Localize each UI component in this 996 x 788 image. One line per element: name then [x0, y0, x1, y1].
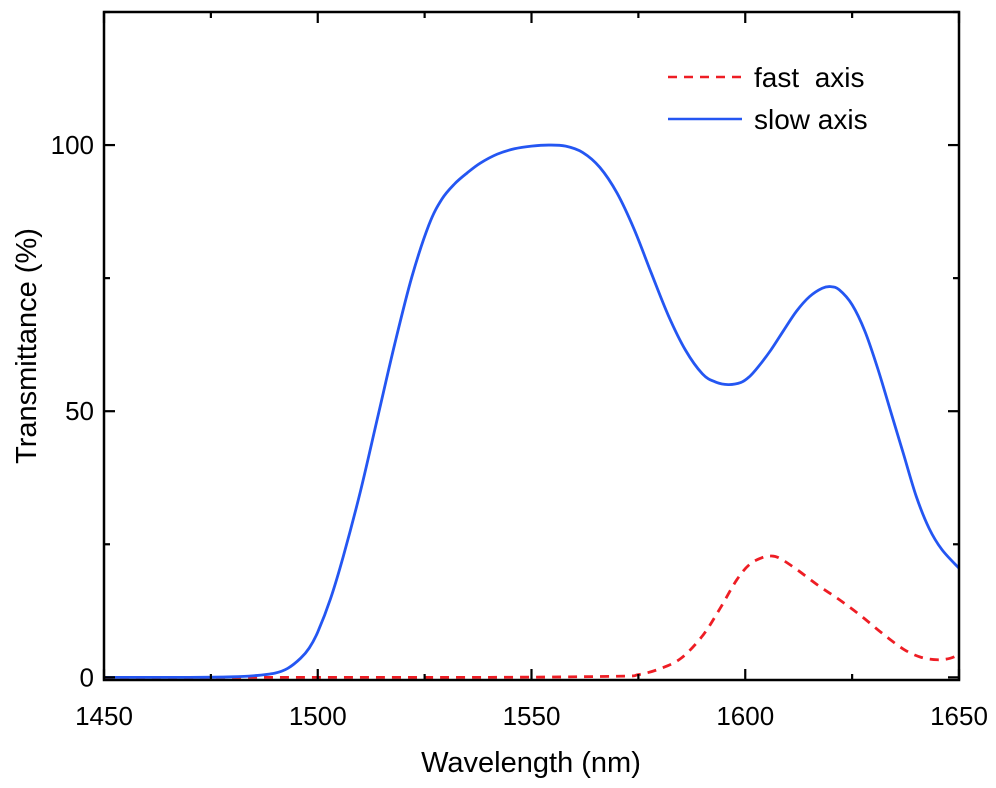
y-tick-label: 0 — [80, 662, 94, 692]
ticks — [102, 10, 961, 680]
x-tick-label: 1450 — [75, 701, 133, 731]
x-tick-label: 1500 — [289, 701, 347, 731]
series-line-fast-axis — [104, 554, 959, 679]
x-tick-label: 1550 — [503, 701, 561, 731]
curves — [104, 143, 959, 679]
y-axis-label: Transmittance (%) — [11, 228, 43, 464]
legend-label-slow-axis: slow axis — [754, 104, 868, 135]
x-tick-label: 1650 — [930, 701, 988, 731]
x-tick-label: 1600 — [716, 701, 774, 731]
legend: fast axis slow axis — [668, 62, 868, 135]
tick-labels: 1450 1500 1550 1600 1650 0 50 100 — [51, 130, 988, 731]
y-tick-label: 50 — [65, 396, 94, 426]
x-axis-label: Wavelength (nm) — [421, 747, 641, 779]
y-tick-label: 100 — [51, 130, 94, 160]
series-line-slow-axis — [104, 143, 959, 679]
plot-area — [102, 10, 961, 682]
legend-label-fast-axis: fast axis — [754, 62, 864, 93]
